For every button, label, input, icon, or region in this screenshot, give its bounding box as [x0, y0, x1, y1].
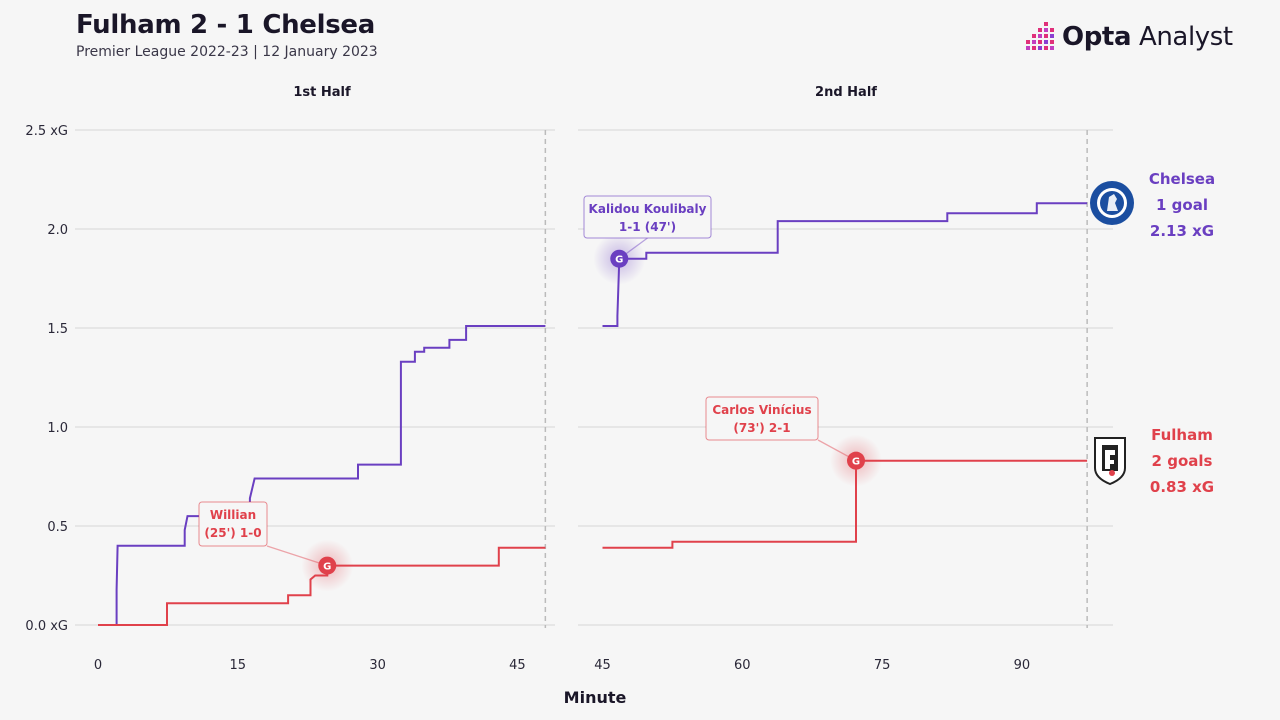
goal-label-box — [705, 396, 819, 441]
fulham-xg-total: 0.83 xG — [1150, 478, 1214, 496]
x-tick-label: 45 — [509, 658, 526, 673]
x-tick-label: 60 — [734, 658, 751, 673]
goal-score-label: 1-1 (47') — [619, 220, 676, 234]
x-tick-label: 0 — [94, 658, 102, 673]
chelsea-xg-line — [98, 325, 546, 626]
goal-scorer-label: Kalidou Koulibaly — [589, 202, 707, 216]
y-tick-label: 0.5 — [47, 520, 68, 535]
opta-pixel-icon — [1026, 22, 1054, 50]
y-tick-label: 0.0 xG — [25, 619, 68, 634]
goal-scorer-label: Carlos Vinícius — [712, 403, 811, 417]
goal-marker — [610, 249, 629, 268]
goal-marker-label: G — [323, 562, 331, 573]
y-tick-label: 2.5 xG — [25, 124, 68, 139]
goal-marker — [847, 451, 866, 470]
x-tick-label: 75 — [874, 658, 891, 673]
goal-label-box — [583, 195, 712, 239]
y-tick-label: 2.0 — [47, 223, 68, 238]
x-tick-label: 30 — [369, 658, 386, 673]
goal-scorer-label: Willian — [210, 508, 256, 522]
fulham-team-name: Fulham — [1151, 426, 1213, 444]
crest-letter — [1105, 450, 1115, 469]
fulham-crest-icon — [1094, 437, 1126, 486]
goal-marker-label: G — [852, 457, 860, 468]
goal-score-label: (73') 2-1 — [733, 421, 790, 435]
goal-marker-label: G — [615, 255, 623, 266]
x-tick-label: 15 — [230, 658, 247, 673]
y-tick-label: 1.0 — [47, 421, 68, 436]
chelsea-xg-total: 2.13 xG — [1150, 222, 1214, 240]
page-title: Fulham 2 - 1 Chelsea — [76, 10, 376, 40]
opta-analyst-logo: Opta Analyst — [1022, 20, 1233, 54]
goal-marker — [318, 556, 337, 575]
goal-label-box — [198, 501, 268, 547]
y-tick-label: 1.5 — [47, 322, 68, 337]
crest-dot — [1109, 470, 1115, 476]
chelsea-goals: 1 goal — [1156, 196, 1208, 214]
x-tick-label: 45 — [594, 658, 611, 673]
brand-name: Opta Analyst — [1062, 22, 1233, 52]
goal-score-label: (25') 1-0 — [204, 526, 261, 540]
chelsea-crest-icon — [1090, 181, 1134, 225]
half-title: 1st Half — [293, 85, 351, 100]
x-tick-label: 90 — [1014, 658, 1031, 673]
fulham-xg-line — [602, 459, 1088, 549]
chelsea-team-name: Chelsea — [1149, 170, 1215, 188]
crest-lion — [1107, 194, 1118, 211]
page-subtitle: Premier League 2022-23 | 12 January 2023 — [76, 44, 378, 60]
x-axis-title: Minute — [564, 688, 627, 707]
half-title: 2nd Half — [815, 85, 877, 100]
fulham-goals: 2 goals — [1152, 452, 1213, 470]
chelsea-xg-line — [602, 202, 1088, 327]
